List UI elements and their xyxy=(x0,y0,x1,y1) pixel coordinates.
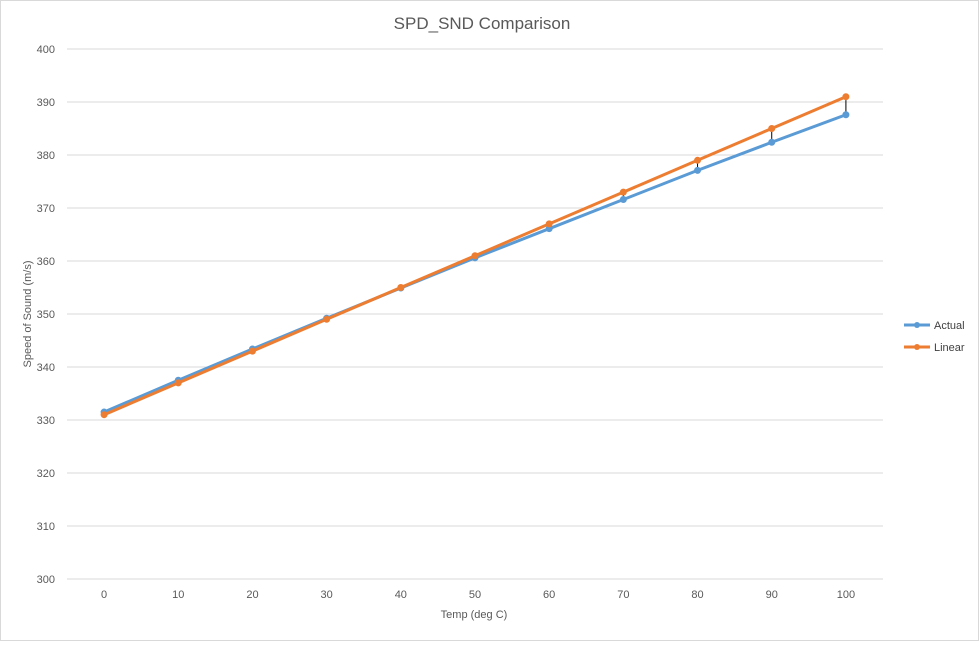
data-point-linear xyxy=(768,125,776,132)
data-point-linear xyxy=(174,379,182,387)
y-tick-label: 340 xyxy=(37,362,55,374)
x-tick-label: 40 xyxy=(395,589,407,601)
series-linear xyxy=(100,93,850,419)
x-axis-title: Temp (deg C) xyxy=(441,609,508,621)
x-tick-label: 50 xyxy=(469,589,481,601)
data-point-linear xyxy=(323,315,331,323)
data-point-linear xyxy=(619,188,627,196)
y-tick-label: 300 xyxy=(37,574,55,586)
x-tick-label: 70 xyxy=(617,589,629,601)
y-tick-label: 320 xyxy=(37,468,55,480)
series-actual xyxy=(100,111,850,416)
y-axis-tick-labels: 300 310 320 330 340 350 360 370 380 390 400 xyxy=(37,44,55,586)
data-point-linear xyxy=(471,252,479,260)
data-point-actual xyxy=(694,166,702,174)
x-tick-label: 90 xyxy=(766,589,778,601)
chart-title: SPD_SND Comparison xyxy=(394,14,571,33)
series-layer xyxy=(100,93,850,419)
data-point-actual xyxy=(842,111,850,119)
y-axis-title: Speed of Sound (m/s) xyxy=(22,260,34,367)
legend: Actual Linear xyxy=(904,320,965,354)
data-point-actual xyxy=(619,196,627,204)
data-point-linear xyxy=(248,347,256,355)
data-point-linear xyxy=(842,93,850,101)
y-tick-label: 330 xyxy=(37,415,55,427)
y-tick-label: 400 xyxy=(37,44,55,56)
legend-item-actual: Actual xyxy=(904,320,965,332)
legend-marker-actual xyxy=(914,322,920,328)
legend-label-actual: Actual xyxy=(934,320,965,332)
x-tick-label: 30 xyxy=(321,589,333,601)
data-point-linear xyxy=(545,220,553,228)
legend-label-linear: Linear xyxy=(934,342,965,354)
x-tick-label: 0 xyxy=(101,589,107,601)
data-point-linear xyxy=(397,284,405,291)
legend-item-linear: Linear xyxy=(904,342,965,354)
y-tick-label: 360 xyxy=(37,256,55,268)
x-tick-label: 60 xyxy=(543,589,555,601)
y-tick-label: 390 xyxy=(37,97,55,109)
x-axis-tick-labels: 0 10 20 30 40 50 60 70 80 90 100 xyxy=(101,589,855,601)
legend-marker-linear xyxy=(914,344,920,350)
y-tick-label: 350 xyxy=(37,309,55,321)
data-point-linear xyxy=(694,156,702,164)
gridlines xyxy=(67,48,883,580)
y-tick-label: 370 xyxy=(37,203,55,215)
data-point-actual xyxy=(768,138,776,146)
x-tick-label: 10 xyxy=(172,589,184,601)
x-tick-label: 20 xyxy=(246,589,258,601)
data-point-linear xyxy=(100,411,108,419)
x-tick-label: 100 xyxy=(837,589,855,601)
y-tick-label: 380 xyxy=(37,150,55,162)
y-tick-label: 310 xyxy=(37,521,55,533)
x-tick-label: 80 xyxy=(691,589,703,601)
